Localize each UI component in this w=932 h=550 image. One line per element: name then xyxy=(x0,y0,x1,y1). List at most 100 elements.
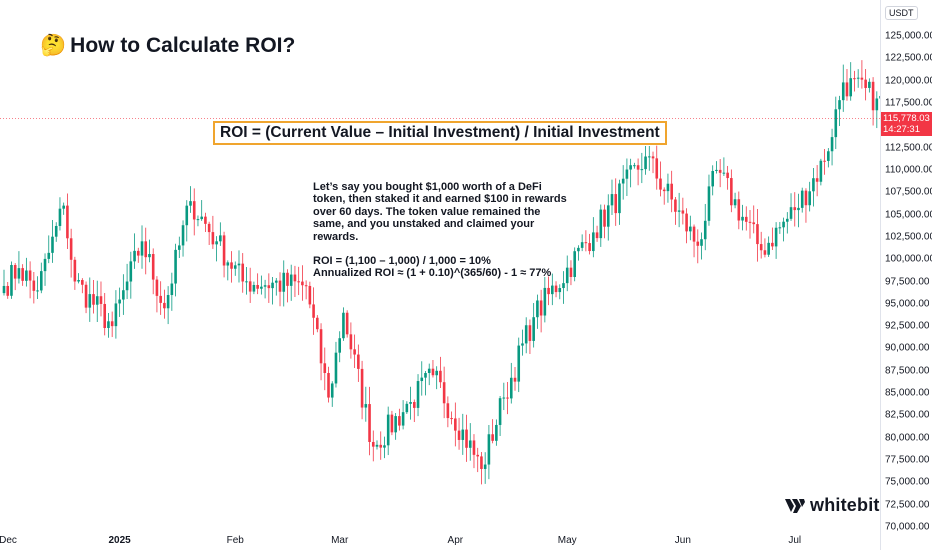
candle-body xyxy=(774,227,778,247)
candle-body xyxy=(427,368,431,374)
candle-body xyxy=(398,416,401,426)
candle-body xyxy=(289,274,293,286)
candle-body xyxy=(360,368,364,408)
candle-body xyxy=(853,78,856,80)
candle-body xyxy=(845,82,849,97)
candle-body xyxy=(800,190,804,208)
y-tick-label: 75,000.00 xyxy=(885,476,930,488)
candle-body xyxy=(562,283,565,289)
candle-body xyxy=(588,243,591,252)
candle-body xyxy=(498,398,502,425)
candle-body xyxy=(618,183,621,214)
candle-body xyxy=(838,100,841,110)
candle-body xyxy=(827,151,830,161)
y-tick-label: 100,000.00 xyxy=(885,253,932,265)
y-tick-label: 97,500.00 xyxy=(885,276,930,287)
candlestick-chart xyxy=(0,60,880,485)
candle-body xyxy=(274,280,278,283)
candle-body xyxy=(200,216,203,220)
candle-body xyxy=(73,259,77,282)
candle-body xyxy=(263,285,267,287)
candle-body xyxy=(282,272,286,292)
candle-body xyxy=(286,272,289,286)
candle-body xyxy=(756,224,759,245)
candle-body xyxy=(107,321,110,328)
candle-body xyxy=(592,232,595,252)
title-text: How to Calculate ROI? xyxy=(70,34,296,57)
candle-body xyxy=(140,241,144,256)
candle-body xyxy=(54,225,58,237)
candle-body xyxy=(204,216,207,224)
candle-body xyxy=(2,285,6,294)
candle-body xyxy=(629,165,632,170)
candle-body xyxy=(353,349,356,355)
candle-body xyxy=(17,268,21,279)
candle-body xyxy=(476,454,480,457)
candle-body xyxy=(517,345,521,382)
y-tick-label: 112,500.00 xyxy=(885,142,932,154)
y-tick-label: 72,500.00 xyxy=(885,499,930,511)
thinking-face-icon: 🤔 xyxy=(40,34,67,57)
whitebit-logo-icon xyxy=(785,498,805,513)
candle-body xyxy=(487,434,491,465)
candle-body xyxy=(334,352,338,384)
candle-body xyxy=(547,287,550,295)
candle-body xyxy=(424,373,427,378)
candle-body xyxy=(401,412,405,426)
candle-body xyxy=(133,250,136,262)
candle-body xyxy=(368,404,371,442)
candle-body xyxy=(804,190,808,206)
price-axis[interactable]: USDT 125,000.00 122,500.00 120,000.00 117,5… xyxy=(880,0,932,550)
candle-body xyxy=(711,170,714,187)
candle-body xyxy=(99,296,103,304)
candle-body xyxy=(405,403,409,413)
candle-body xyxy=(450,418,453,420)
candle-body xyxy=(196,219,200,221)
candle-body xyxy=(185,205,189,226)
candle-body xyxy=(808,191,811,206)
candle-body xyxy=(528,325,532,341)
candle-body xyxy=(81,280,84,285)
candle-body xyxy=(103,303,107,328)
candle-body xyxy=(599,209,603,239)
x-tick-label: Jun xyxy=(674,535,691,546)
explanation-paragraph: Let’s say you bought $1,000 worth of a D… xyxy=(313,181,567,243)
candle-body xyxy=(692,226,696,242)
candle-body xyxy=(148,254,151,258)
currency-label[interactable]: USDT xyxy=(885,6,918,20)
candle-body xyxy=(465,429,468,448)
candle-body xyxy=(233,265,237,269)
candle-body xyxy=(319,329,323,364)
candle-body xyxy=(129,261,133,282)
candle-body xyxy=(461,429,465,440)
candle-body xyxy=(125,281,129,291)
y-tick-label: 87,500.00 xyxy=(885,365,930,377)
candle-body xyxy=(110,321,114,327)
candle-body xyxy=(215,241,218,245)
candle-body xyxy=(662,189,666,192)
candle-body xyxy=(431,368,435,376)
candle-body xyxy=(595,232,599,239)
candle-body xyxy=(506,397,509,399)
candle-body xyxy=(536,300,539,318)
candle-body xyxy=(222,235,226,266)
candle-body xyxy=(733,199,737,206)
y-tick-label: 90,000.00 xyxy=(885,342,930,354)
candle-body xyxy=(166,295,170,309)
candle-body xyxy=(43,258,47,272)
candle-body xyxy=(834,109,838,138)
x-tick-label: Apr xyxy=(447,535,464,546)
candle-body xyxy=(696,241,700,246)
candle-body xyxy=(21,268,24,281)
candle-body xyxy=(797,207,800,211)
candle-body xyxy=(323,363,327,374)
candle-body xyxy=(446,403,450,419)
candle-body xyxy=(386,414,390,446)
candle-body xyxy=(237,263,241,266)
candle-body xyxy=(651,156,655,159)
candle-body xyxy=(364,404,368,408)
candle-body xyxy=(297,281,300,283)
y-tick-label: 120,000.00 xyxy=(885,75,932,87)
y-tick-label: 117,500.00 xyxy=(885,97,932,109)
candle-body xyxy=(10,265,13,296)
